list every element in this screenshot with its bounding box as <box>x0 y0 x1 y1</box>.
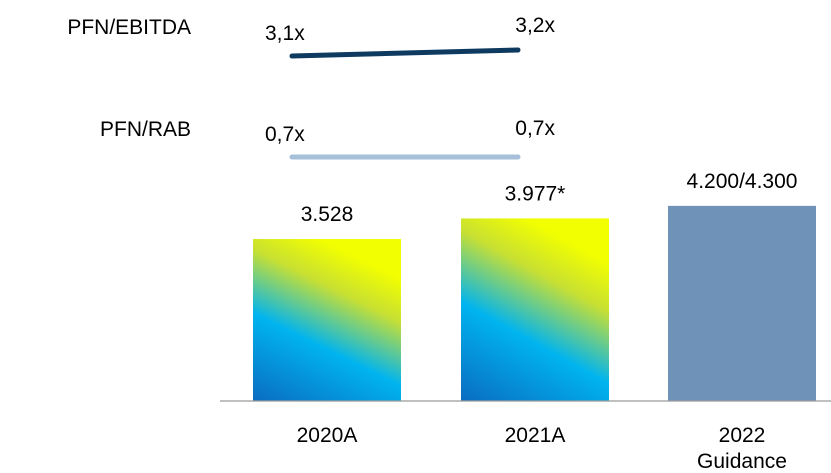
ratio-section: PFN/EBITDA 3,1x 3,2x PFN/RAB 0,7x 0,7x <box>67 14 555 160</box>
category-label: Guidance <box>697 450 787 473</box>
category-label: 2020A <box>297 424 358 447</box>
category-label: 2021A <box>505 424 566 447</box>
bar-section: 3.528 2020A 3.977* 2021A 4.200/4.300 2022 Guid… <box>253 170 816 473</box>
ratio-name: PFN/RAB <box>100 118 191 141</box>
ratio-value-label: 3,2x <box>515 14 555 37</box>
bar <box>253 239 401 401</box>
bar <box>668 205 816 401</box>
bar-value-label: 4.200/4.300 <box>687 170 798 193</box>
bar-value-label: 3.977* <box>505 182 566 205</box>
bar-value-label: 3.528 <box>301 203 354 226</box>
ratio-value-label: 0,7x <box>265 123 305 146</box>
ratio-value-label: 0,7x <box>515 117 555 140</box>
ratio-name: PFN/EBITDA <box>67 16 191 39</box>
category-label: 2022 <box>719 424 766 447</box>
ratio-line <box>289 47 521 59</box>
bar <box>461 218 609 401</box>
ratio-value-label: 3,1x <box>265 22 305 45</box>
